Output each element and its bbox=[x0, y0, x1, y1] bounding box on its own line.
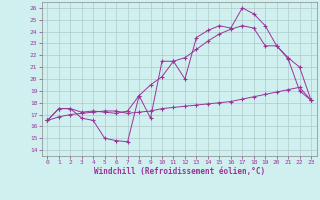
X-axis label: Windchill (Refroidissement éolien,°C): Windchill (Refroidissement éolien,°C) bbox=[94, 167, 265, 176]
